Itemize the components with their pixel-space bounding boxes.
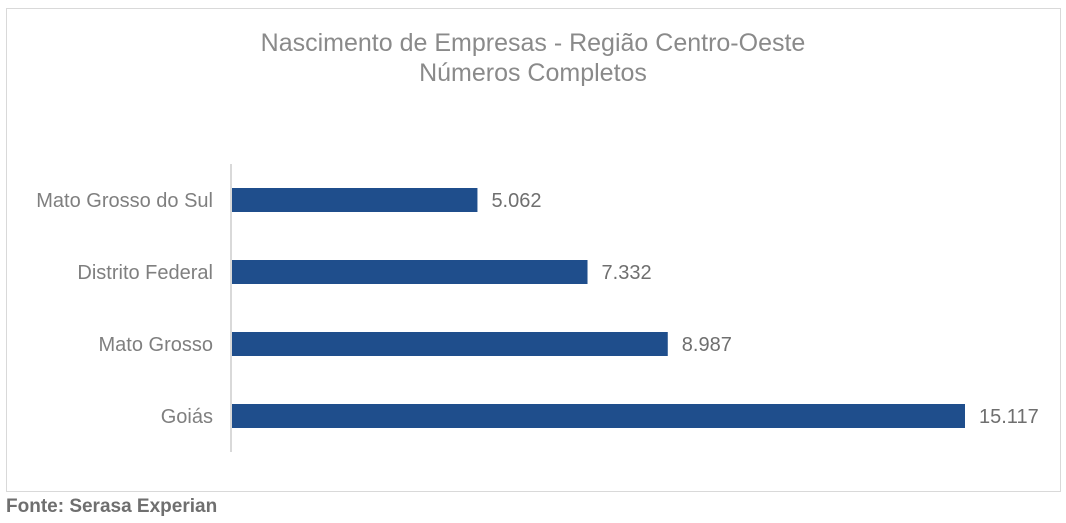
category-label: Mato Grosso do Sul: [36, 190, 213, 212]
chart-subtitle: Números Completos: [419, 59, 647, 87]
bar: [232, 188, 478, 212]
value-label: 8.987: [682, 334, 732, 356]
chart-title-block: Nascimento de Empresas - Região Centro-O…: [0, 28, 1066, 88]
bar: [232, 404, 965, 428]
chart-title: Nascimento de Empresas - Região Centro-O…: [260, 29, 806, 57]
bar: [232, 260, 588, 284]
category-label: Distrito Federal: [77, 262, 213, 284]
bar: [232, 332, 668, 356]
category-label: Mato Grosso: [99, 334, 213, 356]
category-label: Goiás: [161, 406, 213, 428]
value-label: 15.117: [979, 406, 1039, 428]
value-label: 5.062: [491, 190, 541, 212]
source-note: Fonte: Serasa Experian: [6, 496, 218, 517]
bars-group: Mato Grosso do Sul 5.062 Distrito Federal 7…: [36, 188, 1039, 428]
value-label: 7.332: [602, 262, 652, 284]
